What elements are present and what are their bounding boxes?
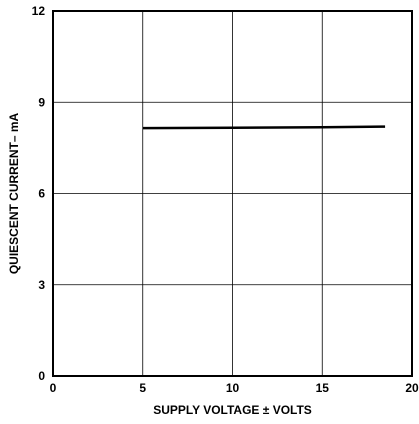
y-tick-label: 6: [38, 187, 45, 201]
x-tick-labels: 0 5 10 15 20: [50, 381, 419, 395]
x-tick-label: 0: [50, 381, 57, 395]
y-tick-labels: 0 3 6 9 12: [32, 4, 46, 383]
x-axis-title: SUPPLY VOLTAGE ± VOLTS: [153, 403, 312, 417]
y-tick-label: 0: [38, 369, 45, 383]
x-tick-label: 5: [139, 381, 146, 395]
y-axis-title: QUIESCENT CURRENT– mA: [7, 112, 21, 274]
y-tick-label: 3: [38, 278, 45, 292]
x-tick-label: 15: [316, 381, 330, 395]
y-tick-label: 12: [32, 4, 46, 18]
plot-frame: [52, 10, 413, 377]
series-group: [142, 125, 386, 130]
grid-lines: [53, 11, 412, 376]
series-line-0: [142, 125, 386, 130]
y-tick-label: 9: [38, 95, 45, 109]
x-tick-label: 10: [226, 381, 240, 395]
x-tick-label: 20: [405, 381, 419, 395]
